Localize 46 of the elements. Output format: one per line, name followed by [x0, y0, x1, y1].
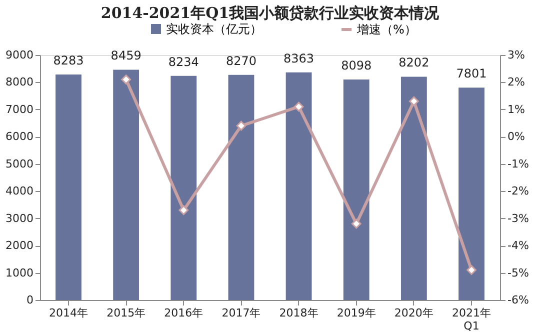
point [351, 218, 362, 229]
y-tick-label: 6000 [6, 130, 34, 144]
y2-tick-label: 1% [508, 102, 525, 116]
y-tick-label: 2000 [6, 239, 34, 252]
y-tick-label: 1000 [6, 266, 34, 280]
x-tick-label: 2018年 [279, 306, 318, 320]
y-tick-label: 4000 [6, 184, 34, 198]
legend-label: 增速（%） [356, 22, 416, 36]
chart-title: 2014-2021年Q1我国小额贷款行业实收资本情况 [100, 4, 440, 22]
data-label: 8202 [398, 56, 430, 70]
y2-tick-label: -6% [508, 294, 529, 306]
point [408, 96, 419, 106]
y2-tick-label: -1% [508, 157, 529, 170]
data-label: 8363 [284, 51, 314, 66]
y-tick-label: 8000 [6, 76, 34, 89]
y2-tick-label: 2% [508, 76, 525, 89]
x-tick-label: 2014年 [49, 306, 88, 320]
x-tick-label: 2021年 Q1 [452, 306, 491, 332]
y-tick-label: 7000 [6, 102, 34, 116]
y-tick-label: 3000 [6, 212, 34, 225]
x-tick-label: 2017年 [222, 306, 261, 320]
y2-tick-label: -5% [508, 266, 529, 280]
x-tick-label: 2019年 [336, 306, 376, 320]
x-tick-label: 2016年 [164, 306, 204, 320]
data-label: 8098 [341, 58, 372, 73]
point [294, 102, 304, 112]
y-tick-label: 5000 [6, 157, 34, 170]
point [236, 120, 246, 131]
legend-label: 实收资本（亿元） [166, 22, 262, 36]
x-tick-label: 2020年 [394, 306, 434, 320]
data-label: 7801 [456, 66, 487, 81]
point [178, 205, 189, 216]
y2-tick-label: -4% [508, 239, 529, 252]
y2-tick-label: 0% [508, 130, 525, 144]
point [121, 74, 132, 84]
data-label: 8270 [226, 54, 256, 68]
data-label: 8459 [110, 48, 142, 63]
point [466, 265, 476, 275]
data-label: 8283 [53, 54, 84, 68]
data-label: 8234 [168, 54, 199, 69]
x-tick-label: 2015年 [106, 306, 146, 320]
y-tick-label: 9000 [6, 48, 34, 62]
y2-tick-label: -2% [508, 184, 529, 198]
y2-tick-label: -3% [508, 212, 529, 225]
y2-tick-label: 3% [508, 48, 525, 62]
y-tick-label: 0 [26, 294, 34, 306]
